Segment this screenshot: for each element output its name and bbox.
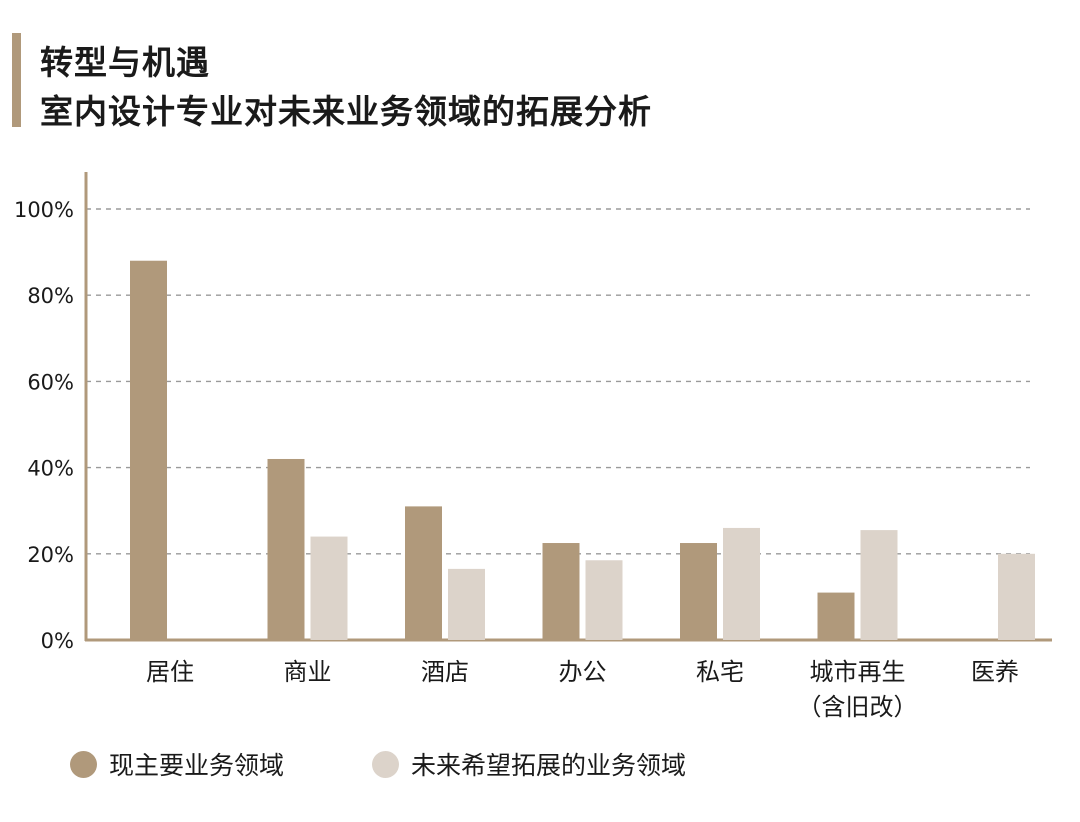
legend-item-current: 现主要业务领域 — [70, 746, 284, 782]
bar-future — [998, 553, 1035, 640]
bar-current — [405, 506, 442, 640]
bar-current — [542, 543, 580, 640]
bar-current — [680, 543, 717, 640]
legend-label-current: 现主要业务领域 — [109, 751, 285, 780]
y-tick-label: 20% — [27, 543, 74, 567]
y-tick-label: 60% — [27, 370, 74, 394]
y-tick-label: 40% — [27, 457, 74, 481]
y-tick-label: 100% — [14, 198, 74, 222]
y-tick-label: 80% — [27, 284, 74, 308]
bar-future — [448, 568, 485, 640]
x-category-label: 私宅 — [696, 658, 744, 686]
legend-swatch-future — [372, 750, 399, 778]
legend-item-future: 未来希望拓展的业务领域 — [372, 746, 686, 782]
bar-chart: 0% 20% 40% 60% 80% 100% 居住 商业 酒店 办公 私宅 城市再生 （含旧改） 医养 — [14, 172, 1052, 721]
legend-label-future: 未来希望拓展的业务领域 — [411, 751, 687, 780]
legend-swatch-current — [70, 750, 97, 778]
bar-current — [130, 260, 167, 640]
x-category-label: 办公 — [559, 658, 607, 686]
x-category-label: 酒店 — [421, 658, 469, 686]
bar-future — [310, 536, 348, 640]
x-category-label: 商业 — [284, 658, 332, 686]
y-tick-label: 0% — [41, 629, 74, 653]
x-category-label: 城市再生 — [810, 658, 906, 686]
chart-title: 转型与机遇 — [40, 43, 210, 82]
bar-current — [817, 592, 855, 640]
bar-current — [267, 458, 305, 640]
x-category-label: 居住 — [146, 658, 194, 686]
bar-future — [585, 560, 623, 640]
chart-subtitle: 室内设计专业对未来业务领域的拓展分析 — [40, 92, 652, 131]
bar-future — [723, 527, 760, 640]
bar-future — [860, 530, 898, 640]
x-category-label: 医养 — [971, 658, 1019, 686]
title-accent-bar — [12, 33, 21, 127]
x-category-label: （含旧改） — [798, 693, 918, 721]
